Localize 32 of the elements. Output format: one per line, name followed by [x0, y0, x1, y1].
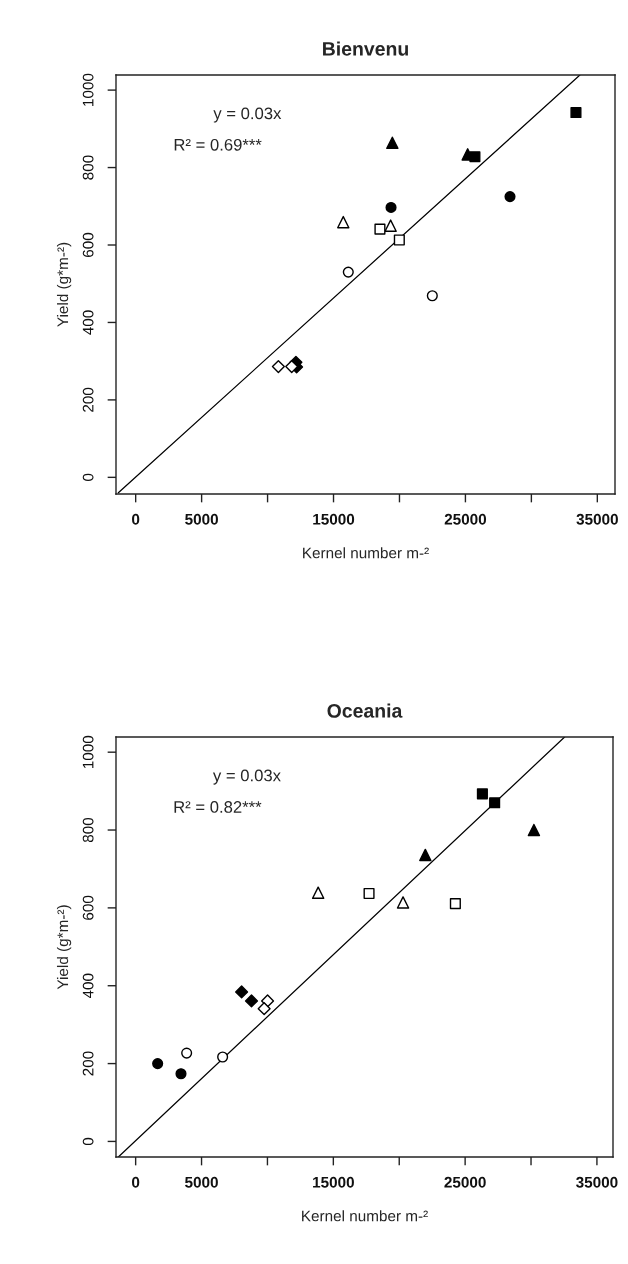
y-tick-label: 200	[82, 387, 94, 412]
x-tick-label: 5000	[185, 513, 218, 525]
y-tick-label: 400	[82, 310, 94, 335]
x-tick-label: 25000	[444, 1176, 486, 1188]
x-tick-label: 35000	[576, 1176, 618, 1188]
chart-title: Bienvenu	[323, 41, 408, 56]
x-tick-label: 25000	[444, 513, 487, 525]
x-tick-label: 5000	[185, 1176, 218, 1188]
y-tick-label: 1000	[82, 73, 94, 106]
y-tick-label: 800	[82, 817, 94, 843]
x-axis-title: Kernel number m-²	[303, 547, 429, 559]
y-tick-label: 600	[82, 895, 94, 920]
y-tick-label: 200	[82, 1051, 94, 1076]
x-tick-label: 0	[132, 513, 140, 525]
x-tick-label: 15000	[313, 1176, 354, 1188]
y-axis-title: Yield (g*m-²)	[56, 905, 72, 990]
y-tick-label: 400	[82, 973, 94, 999]
y-tick-label: 0	[82, 473, 94, 481]
y-tick-label: 1000	[82, 735, 94, 769]
y-tick-label: 800	[82, 155, 94, 180]
x-tick-label: 0	[132, 1176, 140, 1188]
x-axis-title: Kernel number m-²	[302, 1210, 428, 1222]
y-tick-label: 0	[82, 1137, 94, 1146]
y-axis-title: Yield (g*m-²)	[56, 242, 72, 327]
x-tick-label: 15000	[313, 513, 355, 525]
annotation: y = 0.03x	[212, 769, 281, 785]
chart-title: Oceania	[327, 703, 403, 718]
y-tick-label: 600	[82, 232, 94, 257]
annotation: y = 0.03x	[213, 107, 282, 123]
x-tick-label: 35000	[576, 513, 618, 525]
annotation: R² = 0.82***	[174, 801, 262, 813]
annotation: R² = 0.69***	[174, 138, 262, 151]
